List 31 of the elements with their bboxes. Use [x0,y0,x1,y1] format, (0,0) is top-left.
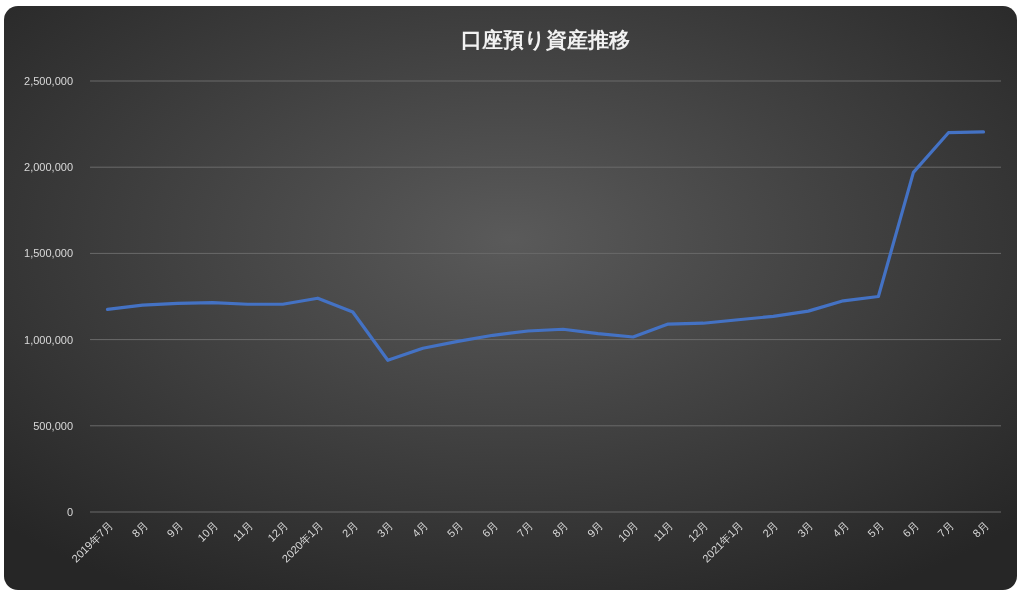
x-tick-label: 7月 [514,518,536,540]
x-tick-label: 3月 [795,518,816,540]
x-tick-label: 4月 [830,518,851,540]
x-tick-label: 4月 [409,518,431,540]
x-tick-label: 6月 [479,518,501,540]
x-tick-label: 2月 [760,518,781,540]
x-tick-label: 8月 [549,518,571,540]
x-tick-label: 6月 [900,518,921,540]
x-tick-label: 11月 [651,518,676,544]
x-tick-label: 11月 [230,518,256,544]
x-tick-label: 3月 [374,518,396,540]
line-series [105,130,986,362]
y-tick-label: 1,500,000 [24,247,73,260]
x-tick-label: 9月 [584,518,606,540]
x-tick-label: 9月 [164,518,186,540]
y-tick-label: 500,000 [33,419,73,432]
chart-title: 口座預り資産推移 [461,28,630,52]
x-tick-label: 8月 [970,518,991,540]
x-tick-label: 7月 [935,518,956,540]
y-tick-label: 1,000,000 [24,333,73,346]
x-tick-label: 10月 [195,518,221,544]
y-tick-label: 0 [66,506,73,518]
x-tick-label: 8月 [129,518,150,540]
x-tick-label: 10月 [615,518,641,544]
x-tick-label: 5月 [865,518,886,540]
x-tick-label: 2月 [339,518,361,540]
y-tick-label: 2,500,000 [24,75,73,87]
x-tick-label: 12月 [685,518,711,544]
x-tick-label: 12月 [265,518,291,544]
x-tick-label: 5月 [444,518,466,540]
y-tick-label: 2,000,000 [24,161,73,174]
